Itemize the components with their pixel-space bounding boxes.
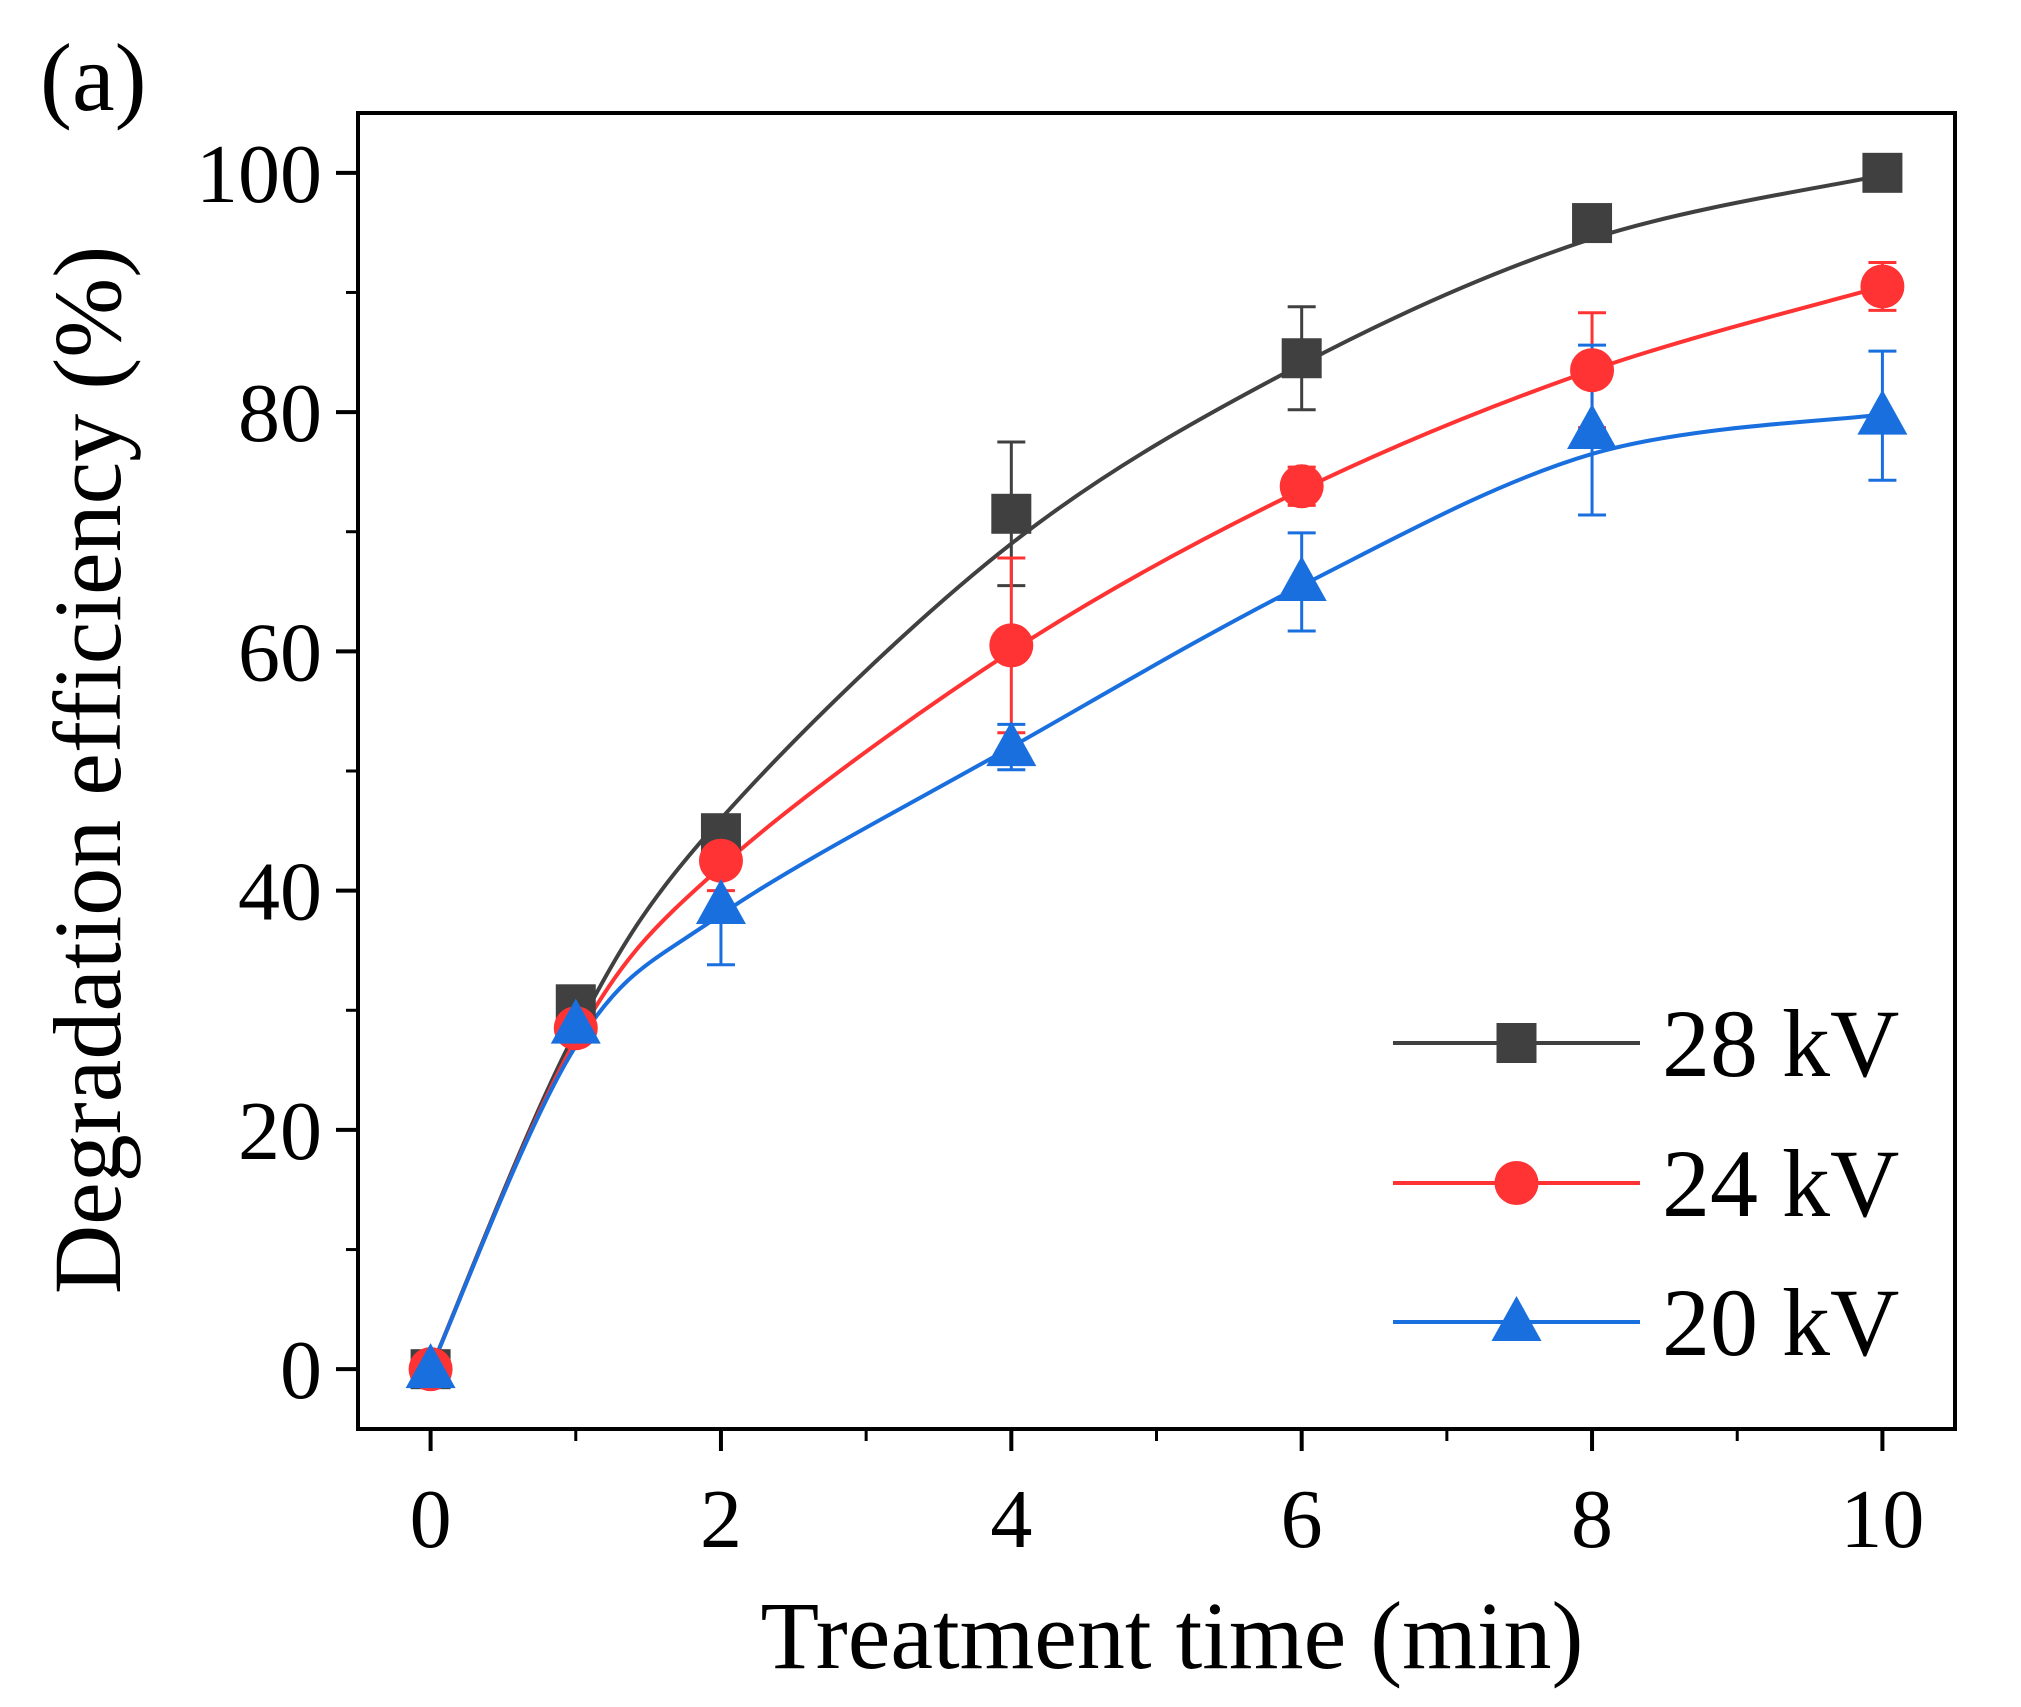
x-tick-label: 4 xyxy=(990,1473,1032,1566)
y-axis-title: Degradation efficiency (%) xyxy=(34,246,141,1294)
data-point-24-kv xyxy=(698,838,743,883)
data-point-28-kv xyxy=(1281,338,1322,379)
legend-marker-24-kv xyxy=(1494,1161,1539,1205)
y-tick-label: 80 xyxy=(238,367,322,460)
y-tick-label: 20 xyxy=(238,1085,322,1178)
data-markers xyxy=(405,152,1908,1392)
y-tick-label: 40 xyxy=(238,846,322,939)
y-tick-label: 60 xyxy=(238,606,322,699)
data-point-24-kv xyxy=(1570,348,1615,393)
x-tick-label: 0 xyxy=(410,1473,452,1566)
legend: 28 kV 24 kV 20 kV xyxy=(1393,990,1899,1376)
data-point-28-kv xyxy=(991,493,1032,534)
y-tick-label: 0 xyxy=(280,1324,322,1417)
legend-label-24-kv: 24 kV xyxy=(1662,1130,1899,1237)
x-tick-label: 10 xyxy=(1840,1473,1924,1566)
legend-label-28-kv: 28 kV xyxy=(1662,990,1899,1097)
legend-marker-20-kv xyxy=(1491,1296,1542,1341)
data-point-20-kv xyxy=(1567,404,1618,450)
data-point-20-kv xyxy=(405,1343,456,1389)
data-point-28-kv xyxy=(1862,152,1903,193)
data-point-20-kv xyxy=(1857,389,1908,435)
data-point-24-kv xyxy=(1860,264,1905,309)
data-point-20-kv xyxy=(1276,555,1327,601)
data-point-20-kv xyxy=(550,998,601,1044)
data-point-20-kv xyxy=(986,721,1037,767)
y-tick-label: 100 xyxy=(196,128,322,221)
data-point-20-kv xyxy=(695,878,746,924)
data-point-28-kv xyxy=(1572,203,1613,244)
data-point-24-kv xyxy=(989,623,1034,668)
x-axis-title: Treatment time (min) xyxy=(761,1582,1584,1689)
x-tick-label: 2 xyxy=(700,1473,742,1566)
x-tick-label: 8 xyxy=(1571,1473,1613,1566)
data-point-24-kv xyxy=(1279,464,1324,509)
x-tick-label: 6 xyxy=(1281,1473,1323,1566)
legend-label-20-kv: 20 kV xyxy=(1662,1269,1899,1376)
panel-label: (a) xyxy=(40,24,147,131)
legend-marker-28-kv xyxy=(1496,1023,1537,1063)
